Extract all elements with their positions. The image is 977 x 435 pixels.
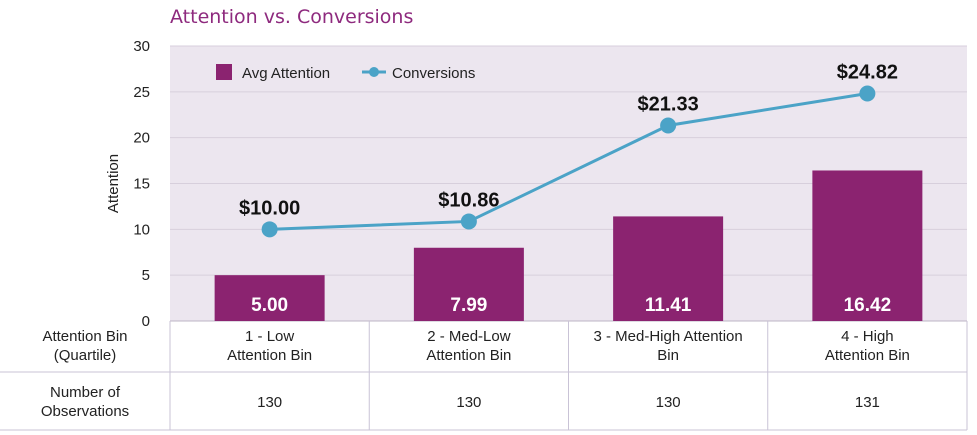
x-category-label: Attention Bin — [227, 347, 312, 364]
conversions-point — [660, 117, 677, 134]
x-category-label: 2 - Med-Low — [427, 328, 511, 345]
bar — [413, 247, 524, 321]
data-table: Attention Bin (Quartile) 1 - Low Attention … — [0, 321, 968, 431]
conversions-value-label: $10.00 — [239, 197, 300, 219]
legend: Avg Attention Conversions — [216, 64, 475, 82]
bar — [812, 170, 923, 321]
conversions-line-path — [269, 92, 868, 231]
x-category-label: 3 - Med-High Attention — [594, 328, 743, 345]
conversions-value-label: $10.86 — [438, 189, 499, 211]
conversions-point — [261, 221, 278, 238]
row-header-observations: Number of — [50, 384, 121, 401]
bar — [214, 275, 325, 321]
x-category-label: Attention Bin — [825, 347, 910, 364]
y-tick-label: 10 — [133, 221, 150, 238]
x-category-label: 4 - High — [841, 328, 894, 345]
observation-count: 131 — [855, 394, 880, 411]
x-category-label: 1 - Low — [245, 328, 294, 345]
bar — [613, 216, 724, 321]
y-tick-label: 25 — [133, 84, 150, 101]
row-header-attention-bin: Attention Bin — [42, 328, 127, 345]
y-tick-label: 5 — [142, 267, 150, 284]
y-tick-label: 20 — [133, 130, 150, 147]
legend-label-conversions: Conversions — [392, 65, 475, 82]
conversions-value-label: $24.82 — [837, 61, 898, 83]
y-axis-ticks: 0 5 10 15 20 25 30 — [133, 38, 150, 330]
conversions-line: $10.00 $10.86 $21.33 $24.82 — [239, 61, 898, 238]
bars: 5.00 7.99 11.41 16.42 — [214, 170, 923, 321]
bar-value-label: 5.00 — [251, 295, 288, 316]
conversions-value-label: $21.33 — [638, 93, 699, 115]
conversions-point — [460, 213, 477, 230]
y-tick-label: 0 — [142, 313, 150, 330]
row-header-observations: Observations — [41, 403, 129, 420]
y-tick-label: 30 — [133, 38, 150, 55]
bar-value-label: 16.42 — [844, 295, 892, 316]
observation-count: 130 — [456, 394, 481, 411]
legend-label-avg-attention: Avg Attention — [242, 65, 330, 82]
y-axis-label: Attention — [105, 154, 122, 213]
bar-value-label: 11.41 — [645, 295, 692, 316]
x-category-label: Bin — [657, 347, 679, 364]
row-header-attention-bin: (Quartile) — [54, 347, 117, 364]
chart-title: Attention vs. Conversions — [170, 6, 413, 28]
legend-marker-conversions — [369, 67, 379, 77]
conversions-point — [859, 85, 876, 102]
y-tick-label: 15 — [133, 176, 150, 193]
legend-swatch-avg-attention — [216, 64, 232, 80]
observation-count: 130 — [257, 394, 282, 411]
x-category-label: Attention Bin — [426, 347, 511, 364]
bar-value-label: 7.99 — [450, 295, 487, 316]
observation-count: 130 — [656, 394, 681, 411]
